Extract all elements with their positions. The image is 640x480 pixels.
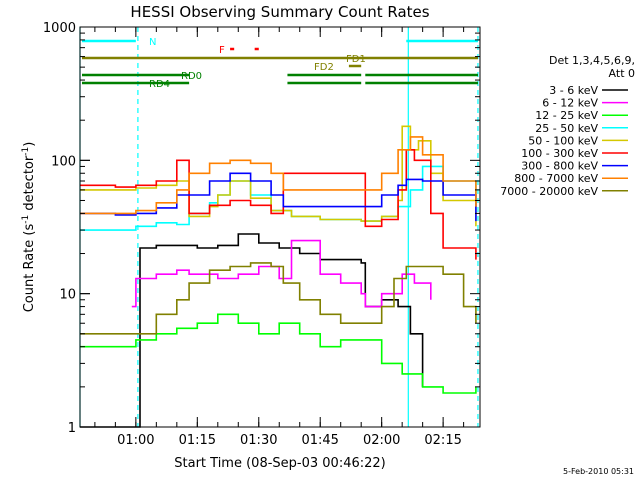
series-layer (80, 125, 477, 428)
flag-label-fd2: FD2 (314, 62, 334, 73)
flag-label-fd1: FD1 (346, 54, 366, 65)
legend-label-12-25-kev: 12 - 25 keV (535, 109, 598, 122)
legend-header-line2: Att 0 (609, 67, 635, 80)
y-axis-label: Count Rate (s-1 detector-1) (21, 142, 37, 313)
y-tick-label: 1 (68, 421, 76, 436)
series-line-100-300-kev (80, 149, 477, 260)
legend-header-line1: Det 1,3,4,5,6,9, (549, 54, 635, 67)
legend-label-50-100-kev: 50 - 100 keV (528, 134, 598, 147)
flag-label-n: N (149, 37, 156, 48)
plot-frame (79, 26, 481, 428)
y-axis-label-mid: detector (22, 155, 37, 215)
series-line-12-25-kev (80, 313, 477, 394)
legend-label-3-6-kev: 3 - 6 keV (549, 84, 598, 97)
series-line-800-7000-kev (80, 136, 477, 215)
legend-label-100-300-kev: 100 - 300 keV (521, 147, 598, 160)
y-axis-label-sup: -1 (21, 215, 31, 224)
x-axis-label: Start Time (08-Sep-03 00:46:22) (174, 456, 385, 471)
chart-title: HESSI Observing Summary Count Rates (130, 3, 429, 21)
y-axis: 1 10 100 1000 (43, 21, 480, 436)
x-tick-label: 01:15 (179, 433, 216, 448)
flag-label-rd0: RD0 (181, 71, 202, 82)
y-axis-label-main: Count Rate (s (22, 224, 37, 313)
flag-label-rd4: RD4 (149, 79, 170, 90)
x-tick-label: 02:00 (363, 433, 400, 448)
y-tick-label: 10 (59, 288, 76, 303)
legend-label-6-12-kev: 6 - 12 keV (542, 97, 598, 110)
legend-label-800-7000-kev: 800 - 7000 keV (514, 172, 598, 185)
series-line-6-12-kev (131, 239, 432, 308)
series-line-7000-20000-kev (80, 262, 477, 335)
legend-label-25-50-kev: 25 - 50 keV (535, 122, 598, 135)
series-line-3-6-kev (80, 233, 424, 428)
legend-label-300-800-kev: 300 - 800 keV (521, 160, 598, 173)
series-line-25-50-kev (80, 165, 477, 231)
x-tick-label: 01:30 (240, 433, 277, 448)
y-axis-label-end: ) (22, 142, 37, 147)
x-tick-label: 01:00 (117, 433, 154, 448)
flags-layer: N F FD1 FD2 RD0 RD4 (82, 37, 478, 90)
footer-date: 5-Feb-2010 05:31 (563, 467, 634, 476)
x-tick-label: 01:45 (301, 433, 338, 448)
flag-label-f: F (219, 45, 225, 56)
y-tick-label: 100 (51, 154, 76, 169)
y-tick-label: 1000 (43, 21, 76, 36)
x-tick-label: 02:15 (424, 433, 461, 448)
y-axis-label-sup2: -1 (21, 147, 31, 156)
series-line-50-100-kev (80, 125, 477, 227)
x-axis: 01:00 01:15 01:30 01:45 02:00 02:15 (94, 27, 465, 448)
legend-label-7000-20000-kev: 7000 - 20000 keV (500, 185, 598, 198)
